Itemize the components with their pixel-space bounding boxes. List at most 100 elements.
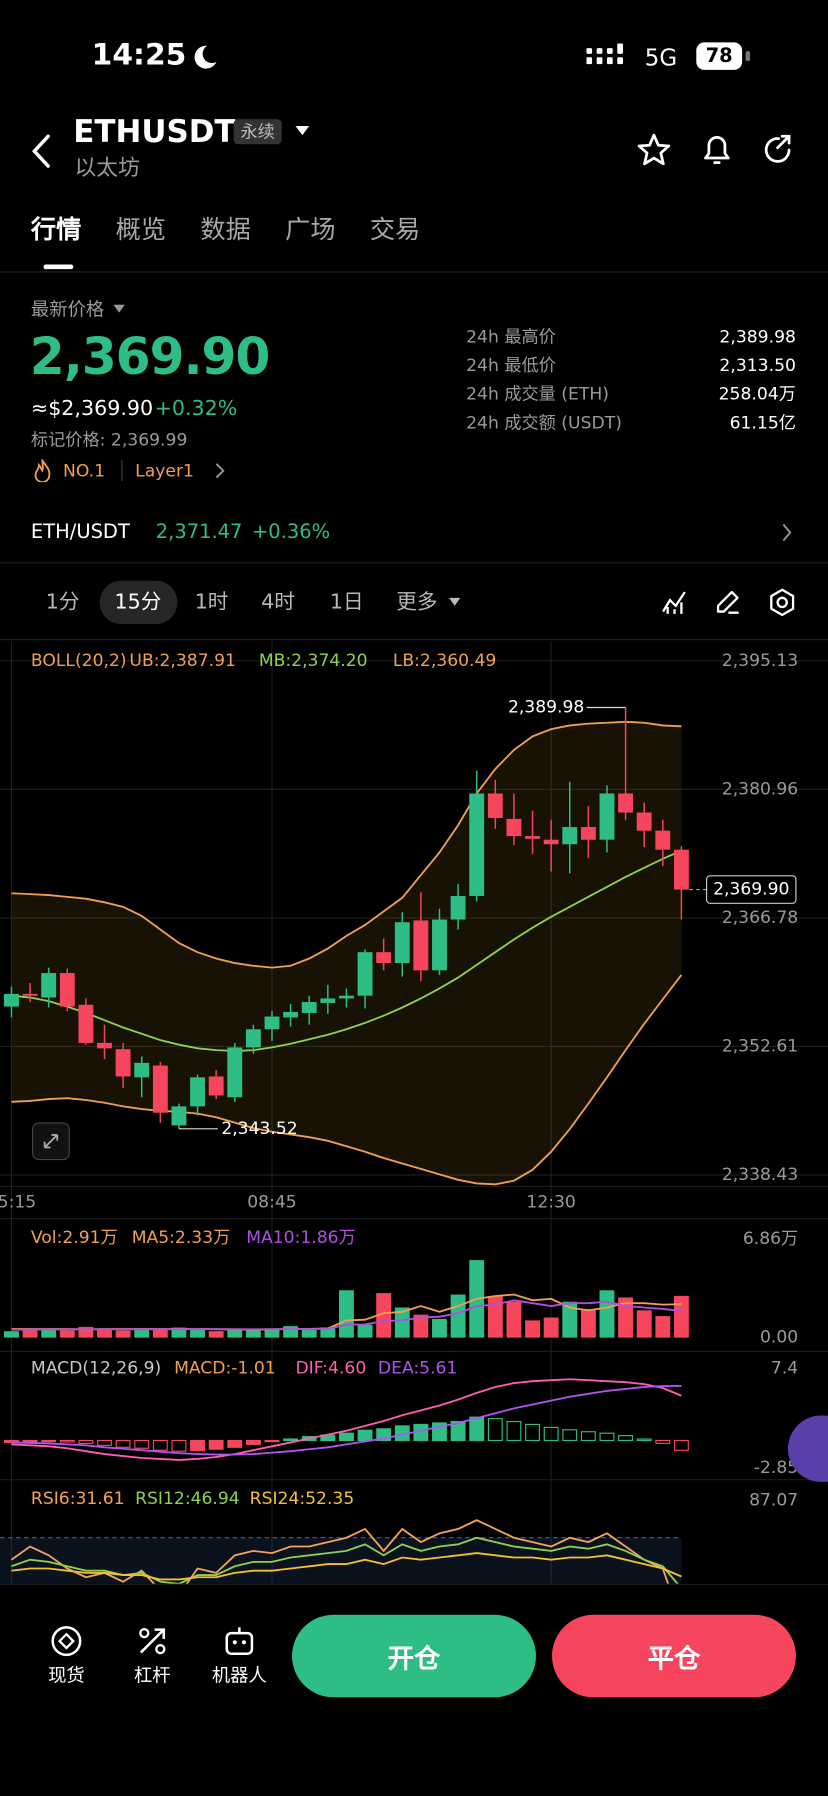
macd-bar (208, 1439, 224, 1450)
open-button[interactable]: 开仓 (292, 1614, 536, 1698)
y-tick-label: 2,395.13 (722, 651, 798, 671)
indicator-legend: MACD(12,26,9) (31, 1359, 161, 1379)
nav-label[interactable]: 杠杆 (133, 1664, 171, 1687)
y-tick-label: 7.4 (771, 1359, 798, 1379)
divider (0, 562, 828, 564)
tab[interactable]: 数据 (200, 216, 251, 245)
candle-body (78, 1004, 94, 1043)
tab[interactable]: 广场 (285, 216, 336, 245)
boll-line (11, 849, 682, 1052)
nav-label[interactable]: 现货 (48, 1664, 85, 1687)
dropdown-caret[interactable] (294, 125, 310, 136)
macd-bar (562, 1429, 578, 1442)
margin-icon[interactable] (135, 1624, 169, 1658)
indicator-legend: DEA:5.61 (378, 1359, 457, 1379)
price-label: 最新价格 (30, 298, 105, 320)
interval[interactable]: 1分 (45, 590, 80, 615)
macd-bar (134, 1439, 150, 1449)
symbol[interactable]: ETHUSDT (73, 114, 236, 150)
candle-body (115, 1049, 131, 1077)
bot-icon[interactable] (222, 1624, 256, 1658)
draw-button[interactable] (713, 589, 740, 616)
tab[interactable]: 交易 (369, 216, 421, 245)
rank: NO.1 (62, 460, 106, 481)
macd-bar (357, 1429, 373, 1442)
settings-button[interactable] (767, 588, 797, 618)
volume-bar (115, 1330, 131, 1338)
indicator-legend: RSI6:31.61 (31, 1489, 125, 1509)
indicator-legend: BOLL(20,2) (31, 651, 127, 671)
favorite-button[interactable] (637, 133, 671, 167)
volume-bar (208, 1331, 224, 1338)
interval[interactable]: 1时 (194, 590, 229, 615)
interval[interactable]: 4时 (261, 590, 295, 615)
x-tick-label: 08:45 (247, 1192, 296, 1212)
moon-icon (194, 45, 217, 69)
rsi-line (11, 1552, 682, 1581)
nav-label[interactable]: 机器人 (211, 1664, 267, 1687)
volume-bar (394, 1307, 410, 1338)
back-button[interactable] (30, 134, 57, 168)
volume-bar (580, 1308, 596, 1338)
interval[interactable]: 1日 (329, 590, 364, 615)
volume-bar (413, 1314, 429, 1338)
spot-pair[interactable]: ETH/USDT (30, 520, 130, 544)
macd-bar (190, 1439, 205, 1452)
dropdown-caret[interactable] (113, 304, 125, 314)
tab[interactable]: 行情 (30, 216, 82, 245)
divider (0, 271, 828, 273)
candle-body (41, 973, 57, 998)
interval[interactable]: 15分 (114, 590, 162, 615)
stat-value: 61.15亿 (729, 412, 796, 433)
candle-body (134, 1062, 150, 1078)
macd-bar (41, 1439, 57, 1443)
candle-body (618, 793, 634, 813)
share-button[interactable] (762, 133, 796, 167)
dropdown-caret[interactable] (448, 597, 461, 607)
stat-label: 24h 成交量 (ETH) (466, 383, 609, 405)
volume-bar (338, 1290, 354, 1338)
candle-body (301, 1002, 317, 1013)
tab[interactable]: 概览 (115, 216, 167, 245)
volume-bar (599, 1290, 615, 1338)
macd-bar (283, 1438, 299, 1442)
candle-body (394, 922, 410, 964)
mark-price: 标记价格: 2,369.99 (30, 429, 188, 451)
rsi-line (10, 1519, 670, 1584)
indicator-button[interactable] (661, 589, 688, 616)
battery-tip (745, 50, 751, 62)
volume-bar (636, 1310, 652, 1338)
tab-indicator (43, 264, 74, 270)
last-price-box (706, 875, 797, 904)
volume-bar (376, 1293, 392, 1338)
macd-bar (487, 1418, 503, 1442)
volume-bar (357, 1324, 373, 1338)
indicator-legend: DIF:4.60 (295, 1359, 366, 1379)
volume-bar (41, 1329, 57, 1338)
volume-bar (655, 1316, 671, 1338)
stat-label: 24h 成交额 (USDT) (466, 412, 622, 433)
subtitle: 以太坊 (74, 155, 140, 181)
spot-icon[interactable] (49, 1624, 83, 1658)
macd-bar (599, 1432, 615, 1442)
candle-body (171, 1106, 187, 1126)
battery: 78 (696, 42, 743, 70)
expand-button[interactable] (32, 1122, 70, 1161)
close-button[interactable]: 平仓 (552, 1614, 796, 1698)
low-label: 2,343.52 (221, 1119, 297, 1139)
network: 5G (644, 43, 678, 72)
hot-icon (34, 459, 51, 483)
indicator-legend: MA10:1.86万 (246, 1228, 356, 1248)
interval[interactable]: 更多 (396, 590, 438, 615)
volume-bar (506, 1301, 522, 1338)
alert-button[interactable] (700, 133, 734, 167)
chevron[interactable] (781, 523, 792, 542)
sector[interactable]: Layer1 (135, 460, 194, 481)
price-change: +0.32% (154, 396, 238, 421)
high-label: 2,389.98 (508, 698, 584, 718)
volume-bar (4, 1331, 19, 1338)
candle-body (413, 920, 429, 971)
boll-line (11, 720, 682, 969)
y-tick-label: -2.85 (754, 1458, 798, 1478)
